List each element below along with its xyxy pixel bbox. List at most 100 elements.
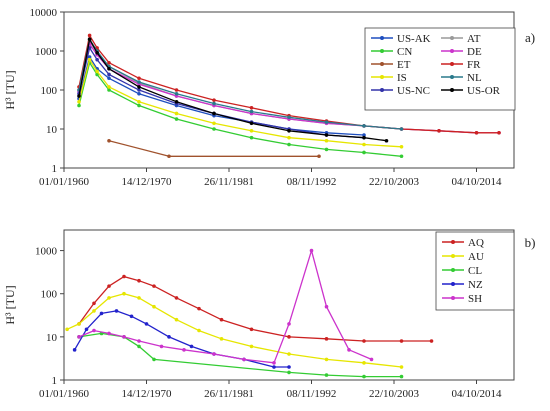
panel-b-point-nz-5 bbox=[144, 322, 149, 326]
panel-b-x-tick-label-5: 04/10/2014 bbox=[451, 388, 502, 400]
panel-a-x-tick-label-3: 08/11/1992 bbox=[287, 176, 337, 188]
panel-b-point-sh-9 bbox=[272, 361, 276, 365]
panel-a-legend-item-at: AT bbox=[441, 33, 481, 45]
panel-a-legend-label-at: AT bbox=[467, 33, 481, 45]
panel-a-legend-marker-nl bbox=[450, 75, 454, 79]
panel-a-point-fr-1 bbox=[87, 33, 92, 38]
panel-b-point-nz-10 bbox=[272, 365, 276, 369]
panel-a-series-et bbox=[107, 138, 321, 159]
panel-a-legend-item-us-ak: US-AK bbox=[371, 33, 431, 45]
panel-a-point-nl-6 bbox=[212, 101, 216, 106]
panel-a-point-us-ak-4 bbox=[137, 91, 141, 96]
panel-a-legend-label-us-or: US-OR bbox=[467, 85, 501, 97]
panel-b-legend-label-cl: CL bbox=[468, 265, 482, 277]
panel-a-point-is-8 bbox=[287, 135, 291, 140]
panel-a-legend-label-is: IS bbox=[397, 72, 407, 84]
panel-a-legend-label-fr: FR bbox=[467, 59, 481, 71]
panel-b-legend-marker-aq bbox=[451, 240, 455, 244]
panel-b-legend-item-sh: SH bbox=[442, 293, 482, 305]
panel-a-point-is-7 bbox=[249, 128, 254, 133]
panel-b-point-sh-6 bbox=[182, 348, 186, 352]
panel-a-point-is-9 bbox=[324, 138, 329, 143]
panel-a-point-fr-4 bbox=[137, 76, 141, 81]
panel-a-legend-box bbox=[364, 27, 516, 111]
panel-a-legend-label-cn: CN bbox=[397, 46, 412, 58]
panel-a-point-us-ak-1 bbox=[87, 55, 92, 59]
panel-b-point-aq-1 bbox=[92, 301, 96, 306]
panel-b-legend-marker-au bbox=[451, 254, 455, 258]
panel-a-legend-marker-fr bbox=[450, 62, 454, 66]
panel-b-legend-label-nz: NZ bbox=[468, 279, 483, 291]
panel-b-x-tick-label-4: 22/10/2003 bbox=[369, 388, 420, 400]
panel-a-series-is bbox=[77, 57, 404, 149]
panel-a-point-et-0 bbox=[107, 138, 111, 143]
panel-a-y-tick-label-100: 100 bbox=[41, 85, 58, 97]
panel-a-point-et-2 bbox=[317, 154, 321, 159]
panel-a-x-tick-label-4: 22/10/2003 bbox=[369, 176, 420, 188]
panel-a-point-nl-9 bbox=[324, 120, 329, 124]
panel-a-series-line-is bbox=[78, 59, 402, 148]
panel-b-point-au-6 bbox=[152, 304, 156, 309]
panel-b-point-aq-2 bbox=[107, 284, 111, 288]
panel-b-legend: AQ AU CL NZ SH bbox=[435, 231, 515, 311]
panel-a-point-fr-6 bbox=[212, 98, 216, 102]
panel-a-point-cn-3 bbox=[107, 88, 111, 92]
panel-a-legend-marker-cn bbox=[380, 49, 384, 53]
panel-b-point-nz-1 bbox=[84, 327, 89, 332]
panel-b-series-cl bbox=[77, 331, 404, 379]
panel-b-point-au-12 bbox=[324, 357, 329, 362]
panel-a-point-is-5 bbox=[174, 111, 179, 116]
panel-a-point-nl-4 bbox=[137, 80, 141, 84]
panel-b: 1 10 100 1000 01/01/1960 14/12/1970 26/11/1981… bbox=[3, 229, 535, 400]
panel-b-legend-marker-cl bbox=[451, 268, 455, 272]
panel-a-legend-item-nl: NL bbox=[441, 72, 482, 84]
panel-b-point-sh-11 bbox=[309, 248, 314, 253]
panel-b-point-sh-10 bbox=[287, 322, 291, 326]
panel-a-point-fr-13 bbox=[474, 130, 479, 135]
panel-b-point-au-3 bbox=[107, 296, 111, 300]
panel-b-series-aq bbox=[77, 274, 434, 343]
panel-b-legend-item-au: AU bbox=[442, 251, 484, 263]
panel-b-point-nz-11 bbox=[287, 365, 291, 369]
panel-b-point-nz-6 bbox=[167, 335, 171, 339]
panel-a-point-cn-9 bbox=[324, 147, 329, 152]
panel-a-legend-label-us-ak: US-AK bbox=[397, 33, 431, 45]
panel-a-x-tick-label-0: 01/01/1960 bbox=[39, 176, 90, 188]
panel-b-point-au-4 bbox=[122, 291, 126, 296]
panel-a-point-us-or-2 bbox=[95, 50, 99, 55]
panel-b-point-nz-4 bbox=[129, 314, 134, 319]
panel-b-point-cl-5 bbox=[287, 370, 291, 375]
panel-a-point-is-4 bbox=[137, 99, 141, 104]
panel-a-series-nl bbox=[77, 37, 404, 131]
panel-a-x-tick-label-1: 14/12/1970 bbox=[121, 176, 172, 188]
panel-b-point-au-7 bbox=[174, 317, 179, 322]
panel-a-point-us-ak-10 bbox=[362, 133, 366, 137]
panel-a-y-tick-label-10000: 10000 bbox=[30, 7, 58, 19]
panel-a-series-line-nl bbox=[78, 38, 402, 130]
panel-a-point-us-or-8 bbox=[287, 128, 291, 133]
panel-b-point-cl-6 bbox=[324, 373, 329, 377]
panel-a-point-et-1 bbox=[167, 154, 171, 159]
panel-b-point-nz-7 bbox=[189, 344, 194, 349]
panel-b-point-au-8 bbox=[197, 328, 201, 333]
panel-b-legend-marker-sh bbox=[451, 296, 455, 300]
panel-a-point-cn-4 bbox=[137, 103, 141, 108]
panel-a-point-is-1 bbox=[87, 57, 92, 62]
panel-b-point-au-14 bbox=[399, 365, 404, 369]
panel-b-legend-item-aq: AQ bbox=[442, 237, 484, 249]
panel-b-point-aq-7 bbox=[197, 306, 201, 311]
panel-b-point-nz-2 bbox=[99, 311, 104, 316]
panel-b-point-sh-7 bbox=[212, 352, 216, 356]
panel-a-point-fr-5 bbox=[174, 88, 179, 92]
panel-b-point-aq-9 bbox=[249, 327, 254, 332]
panel-a-point-is-11 bbox=[399, 144, 404, 149]
panel-a-point-fr-12 bbox=[437, 128, 441, 133]
panel-b-point-aq-3 bbox=[122, 274, 126, 279]
panel-b-point-sh-13 bbox=[347, 348, 351, 352]
panel-b-point-sh-8 bbox=[242, 357, 246, 362]
panel-a-y-axis-label: H³ [TU] bbox=[3, 70, 17, 109]
panel-a-point-us-or-0 bbox=[77, 94, 81, 98]
panel-a-point-nl-11 bbox=[399, 127, 404, 131]
panel-a-point-us-nc-3 bbox=[107, 72, 111, 77]
